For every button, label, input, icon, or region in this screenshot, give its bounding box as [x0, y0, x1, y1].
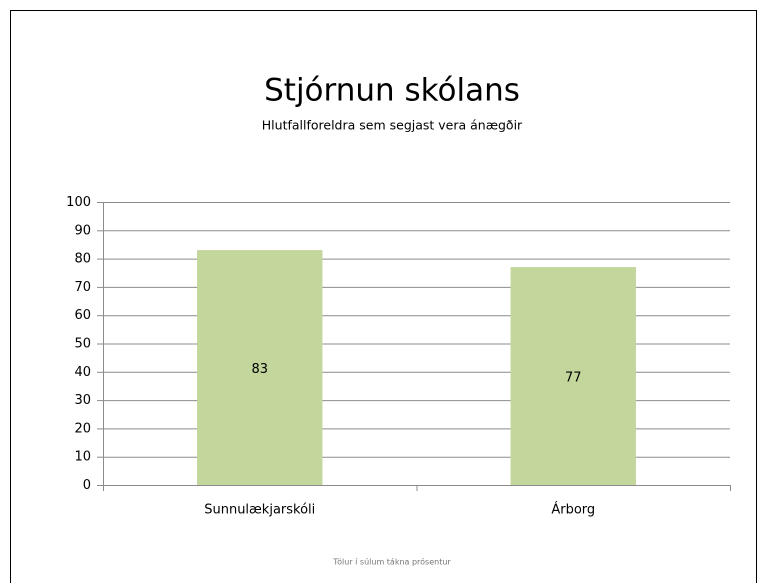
y-tick-label: 70 — [74, 280, 91, 295]
y-tick-label: 50 — [74, 337, 91, 352]
bar — [197, 250, 323, 485]
y-tick-label: 20 — [74, 421, 91, 436]
y-tick-label: 80 — [74, 252, 91, 267]
footnote: Tölur í súlum tákna prósentur — [332, 557, 451, 567]
x-tick-label: Sunnulækjarskóli — [204, 503, 315, 518]
y-tick-label: 0 — [83, 478, 91, 493]
chart-title: Stjórnun skólans — [264, 73, 520, 109]
y-tick-label: 60 — [74, 308, 91, 323]
y-tick-label: 90 — [74, 223, 91, 238]
bar — [510, 267, 636, 485]
x-tick-label: Árborg — [551, 502, 595, 518]
data-label: 83 — [251, 362, 268, 377]
chart-subtitle: Hlutfallforeldra sem segjast vera ánægði… — [262, 118, 523, 133]
y-tick-label: 100 — [66, 195, 91, 210]
y-tick-label: 10 — [74, 450, 91, 465]
y-tick-label: 30 — [74, 393, 91, 408]
data-label: 77 — [565, 371, 582, 386]
y-tick-label: 40 — [74, 365, 91, 380]
